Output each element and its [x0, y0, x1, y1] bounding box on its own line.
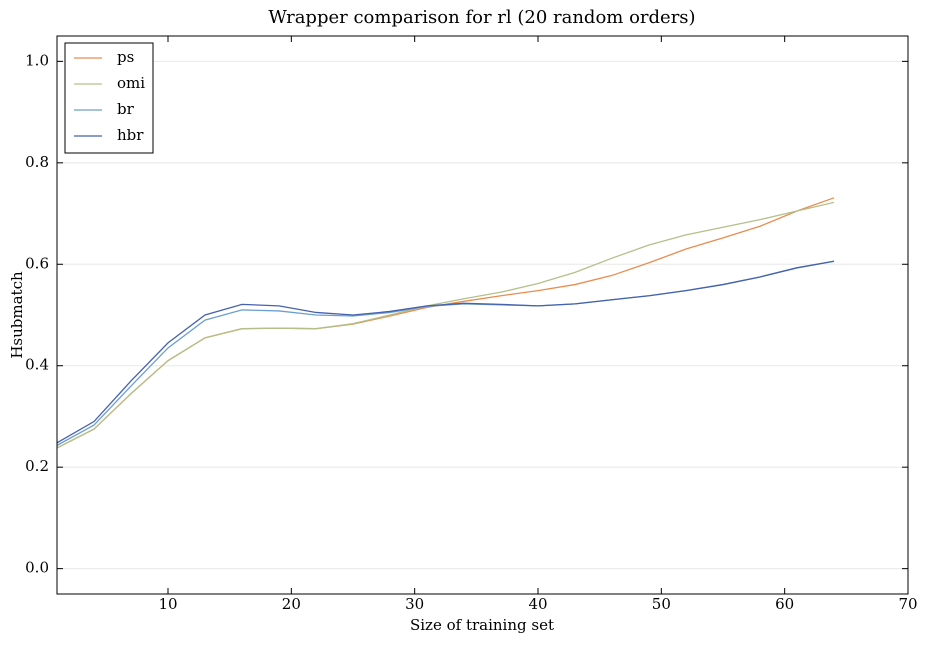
legend-label: omi	[117, 74, 145, 92]
y-tick-label: 0.0	[25, 559, 49, 577]
series-line	[56, 201, 835, 449]
legend-label: br	[117, 100, 135, 118]
legend-label: hbr	[117, 126, 144, 144]
x-tick-label: 70	[898, 595, 917, 613]
x-tick-label: 40	[528, 595, 547, 613]
legend-box	[64, 42, 154, 154]
x-tick-label: 60	[775, 595, 794, 613]
x-tick-label: 30	[405, 595, 424, 613]
x-tick-label: 20	[282, 595, 301, 613]
series-line	[56, 260, 835, 444]
x-tick-label: 50	[652, 595, 671, 613]
x-tick-label: 10	[158, 595, 177, 613]
x-axis-label: Size of training set	[410, 616, 554, 634]
legend-label: ps	[117, 48, 134, 66]
y-axis-label: Hsubmatch	[8, 271, 26, 359]
chart-title: Wrapper comparison for rl (20 random ord…	[268, 7, 695, 28]
plot-frame	[56, 35, 909, 595]
y-tick-label: 0.8	[25, 153, 49, 171]
y-tick-label: 0.2	[25, 457, 49, 475]
y-tick-label: 0.6	[25, 254, 49, 272]
y-tick-label: 0.4	[25, 356, 49, 374]
y-tick-label: 1.0	[25, 51, 49, 69]
